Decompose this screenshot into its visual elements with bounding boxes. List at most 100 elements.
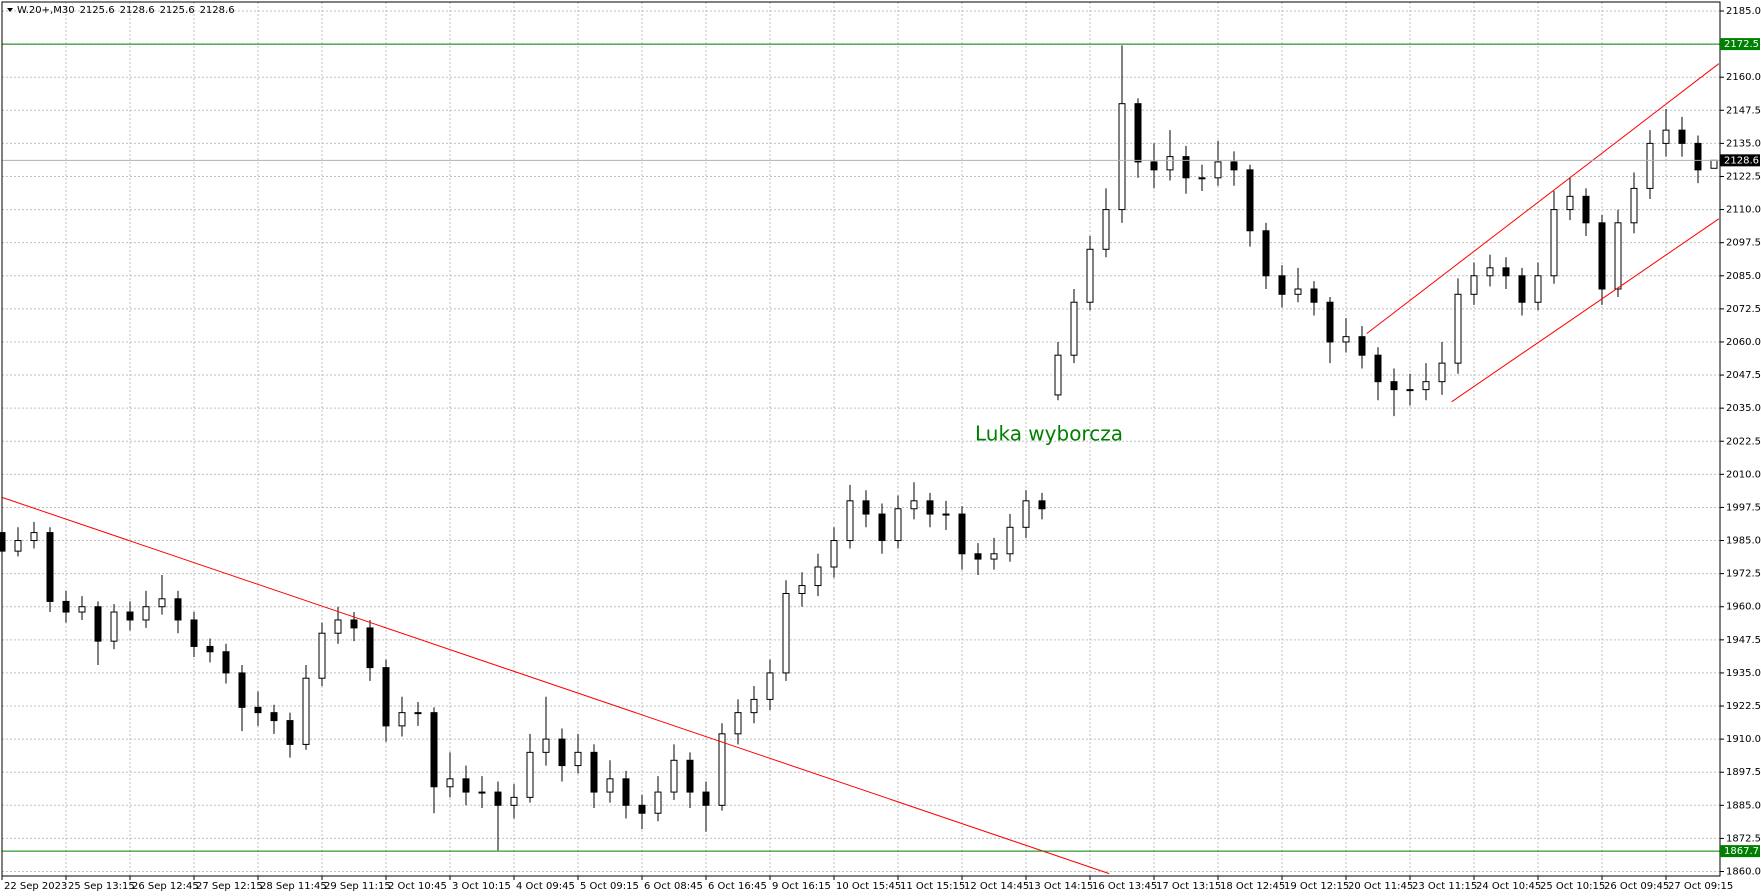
x-tick-label: 19 Oct 12:15: [1284, 881, 1349, 892]
x-tick-label: 27 Sep 12:15: [196, 881, 263, 892]
candle-body: [430, 712, 438, 788]
candle-body: [734, 712, 742, 735]
x-tick-label: 29 Sep 11:15: [324, 881, 391, 892]
candle-body: [1534, 275, 1542, 303]
price-tag-label: 2172.5: [1724, 39, 1759, 50]
candle-body: [1150, 161, 1158, 171]
candle-body: [414, 712, 422, 715]
candle-body: [1246, 169, 1254, 232]
header-price: 2125.6: [160, 5, 195, 16]
trendline: [1366, 63, 1720, 334]
candle-body: [1518, 275, 1526, 303]
candle-body: [30, 532, 38, 542]
candle-body: [270, 712, 278, 722]
y-tick-label: 2185.0: [1726, 6, 1761, 17]
candle-body: [350, 619, 358, 629]
y-tick-label: 1972.5: [1726, 569, 1761, 580]
candle-body: [494, 791, 502, 806]
candle-body: [46, 532, 54, 602]
candle-body: [478, 791, 486, 794]
candle-body: [1630, 187, 1638, 224]
candle-body: [894, 508, 902, 542]
x-tick-label: 11 Oct 15:15: [900, 881, 965, 892]
x-tick-label: 26 Oct 09:45: [1604, 881, 1669, 892]
x-tick-label: 3 Oct 10:15: [452, 881, 511, 892]
candle-body: [1262, 230, 1270, 277]
candle-body: [398, 712, 406, 727]
candle-body: [334, 619, 342, 634]
header: W.20+,M30 2125.6 2128.6 2125.6 2128.6: [17, 5, 235, 16]
candle-body: [1438, 362, 1446, 383]
header-price: 2128.6: [120, 5, 155, 16]
candle-body: [606, 778, 614, 793]
candle-body: [62, 600, 70, 613]
candle-body: [1598, 222, 1606, 290]
candle-body: [446, 778, 454, 788]
candle-body: [782, 592, 790, 674]
candle-body: [1710, 159, 1718, 169]
candle-body: [1646, 142, 1654, 189]
candle-body: [718, 733, 726, 806]
candle-body: [766, 672, 774, 700]
candle-body: [1198, 177, 1206, 180]
y-tick-label: 1960.0: [1726, 602, 1761, 613]
candle-body: [1182, 156, 1190, 179]
candle-body: [1102, 209, 1110, 250]
y-tick-label: 2135.0: [1726, 138, 1761, 149]
y-tick-label: 2010.0: [1726, 469, 1761, 480]
candle-body: [14, 540, 22, 552]
x-tick-label: 24 Oct 10:45: [1476, 881, 1541, 892]
y-tick-label: 2022.5: [1726, 436, 1761, 447]
candle-body: [1070, 301, 1078, 356]
candle-body: [1214, 161, 1222, 179]
y-tick-label: 2122.5: [1726, 171, 1761, 182]
candle-body: [798, 585, 806, 594]
candle-body: [1502, 267, 1510, 277]
grid-layer: [2, 2, 1720, 876]
candle-body: [510, 796, 518, 806]
y-tick-label: 2097.5: [1726, 238, 1761, 249]
x-tick-label: 26 Sep 12:45: [132, 881, 199, 892]
candle-body: [1390, 381, 1398, 391]
candle-body: [1406, 389, 1414, 392]
candle-body: [814, 566, 822, 587]
candle-body: [974, 553, 982, 560]
candle-body: [1470, 275, 1478, 295]
candle-body: [878, 513, 886, 542]
candle-body: [1310, 288, 1318, 303]
candle-body: [1006, 526, 1014, 555]
candle-body: [526, 751, 534, 798]
candle-body: [302, 677, 310, 745]
y-tick-label: 2060.0: [1726, 337, 1761, 348]
candle-body: [318, 632, 326, 679]
candle-body: [542, 738, 550, 753]
candle-body: [830, 540, 838, 568]
candle-body: [190, 619, 198, 647]
candle-body: [1086, 248, 1094, 303]
candle-body: [126, 611, 134, 621]
candle-body: [1134, 103, 1142, 163]
candle-body: [1326, 301, 1334, 343]
x-tick-label: 2 Oct 10:45: [388, 881, 447, 892]
candle-body: [1678, 129, 1686, 144]
candle-body: [366, 627, 374, 669]
y-tick-label: 2110.0: [1726, 205, 1761, 216]
y-tick-label: 2072.5: [1726, 304, 1761, 315]
candle-body: [206, 645, 214, 653]
y-tick-label: 1910.0: [1726, 734, 1761, 745]
menu-icon[interactable]: [7, 8, 13, 12]
candle-body: [590, 751, 598, 793]
candle-body: [862, 500, 870, 515]
header-price: 2125.6: [80, 5, 115, 16]
candle-body: [1230, 161, 1238, 171]
candle-body: [158, 598, 166, 608]
x-tick-label: 27 Oct 09:15: [1668, 881, 1733, 892]
candle-body: [686, 759, 694, 793]
candle-body: [78, 606, 86, 613]
candle-body: [942, 513, 950, 516]
candle-body: [174, 598, 182, 621]
x-tick-label: 6 Oct 16:45: [708, 881, 767, 892]
candle-body: [958, 513, 966, 555]
